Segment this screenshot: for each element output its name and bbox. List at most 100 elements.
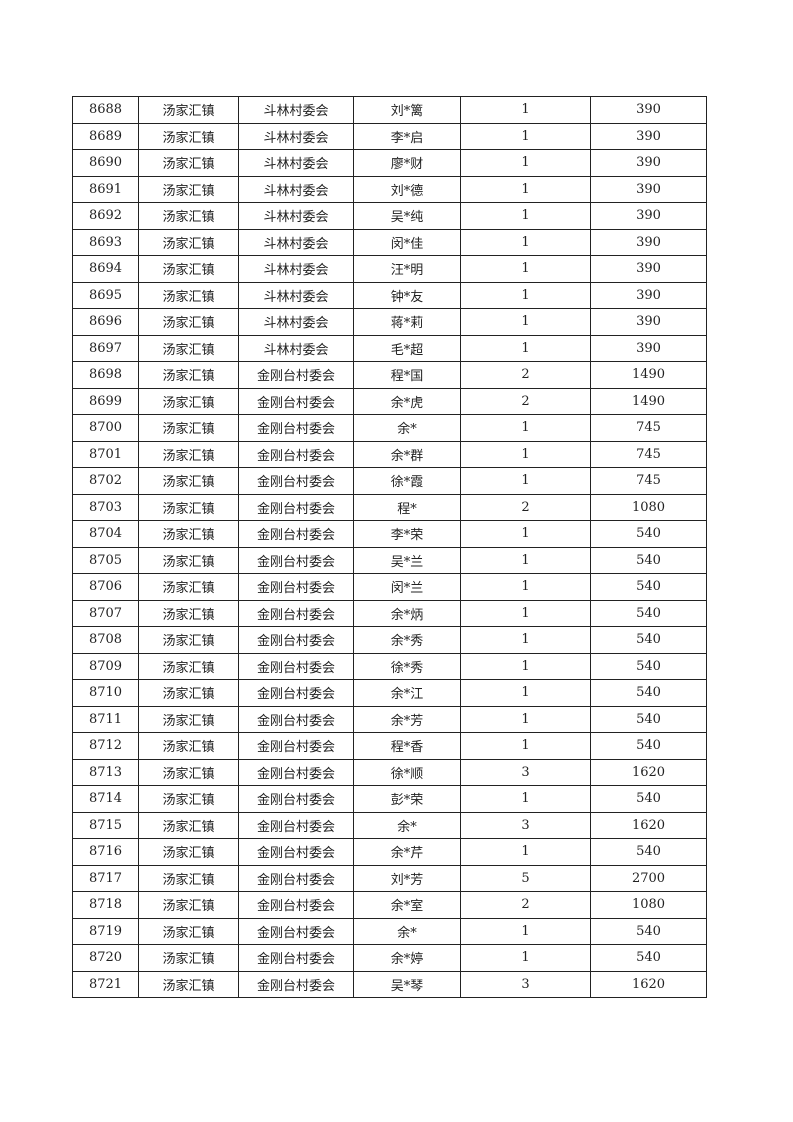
name-cell: 余* [353, 811, 461, 839]
village-cell: 金刚台村委会 [238, 573, 354, 601]
village-cell: 斗林村委会 [238, 96, 354, 124]
village-cell: 斗林村委会 [238, 149, 354, 177]
amount-cell: 390 [590, 122, 707, 150]
count-cell: 3 [460, 811, 591, 839]
amount-cell: 1490 [590, 361, 707, 389]
table-row: 8695 汤家汇镇 斗林村委会 钟*友 1 390 [72, 281, 707, 309]
amount-cell: 390 [590, 149, 707, 177]
serial-cell: 8691 [72, 175, 139, 203]
table-row: 8715 汤家汇镇 金刚台村委会 余* 3 1620 [72, 811, 707, 839]
name-cell: 余*室 [353, 891, 461, 919]
village-cell: 金刚台村委会 [238, 891, 354, 919]
serial-cell: 8696 [72, 308, 139, 336]
town-cell: 汤家汇镇 [138, 281, 239, 309]
serial-cell: 8698 [72, 361, 139, 389]
table-row: 8698 汤家汇镇 金刚台村委会 程*国 2 1490 [72, 361, 707, 389]
village-cell: 金刚台村委会 [238, 520, 354, 548]
amount-cell: 1620 [590, 970, 707, 998]
table-row: 8689 汤家汇镇 斗林村委会 李*启 1 390 [72, 122, 707, 150]
name-cell: 余*江 [353, 679, 461, 707]
name-cell: 汪*明 [353, 255, 461, 283]
amount-cell: 1620 [590, 758, 707, 786]
amount-cell: 390 [590, 175, 707, 203]
table-row: 8703 汤家汇镇 金刚台村委会 程* 2 1080 [72, 493, 707, 521]
name-cell: 余* [353, 414, 461, 442]
name-cell: 徐*霞 [353, 467, 461, 495]
name-cell: 刘*篱 [353, 96, 461, 124]
name-cell: 蒋*莉 [353, 308, 461, 336]
amount-cell: 745 [590, 414, 707, 442]
serial-cell: 8718 [72, 891, 139, 919]
table-row: 8716 汤家汇镇 金刚台村委会 余*芹 1 540 [72, 838, 707, 866]
serial-cell: 8708 [72, 626, 139, 654]
amount-cell: 390 [590, 255, 707, 283]
village-cell: 金刚台村委会 [238, 387, 354, 415]
town-cell: 汤家汇镇 [138, 149, 239, 177]
serial-cell: 8707 [72, 599, 139, 627]
village-cell: 金刚台村委会 [238, 917, 354, 945]
town-cell: 汤家汇镇 [138, 493, 239, 521]
village-cell: 斗林村委会 [238, 281, 354, 309]
count-cell: 1 [460, 202, 591, 230]
village-cell: 金刚台村委会 [238, 970, 354, 998]
table-row: 8714 汤家汇镇 金刚台村委会 彭*荣 1 540 [72, 785, 707, 813]
town-cell: 汤家汇镇 [138, 520, 239, 548]
name-cell: 程*国 [353, 361, 461, 389]
village-cell: 金刚台村委会 [238, 493, 354, 521]
village-cell: 金刚台村委会 [238, 758, 354, 786]
amount-cell: 540 [590, 546, 707, 574]
village-cell: 金刚台村委会 [238, 944, 354, 972]
name-cell: 刘*芳 [353, 864, 461, 892]
table-row: 8712 汤家汇镇 金刚台村委会 程*香 1 540 [72, 732, 707, 760]
table-row: 8694 汤家汇镇 斗林村委会 汪*明 1 390 [72, 255, 707, 283]
amount-cell: 540 [590, 838, 707, 866]
table-row: 8705 汤家汇镇 金刚台村委会 吴*兰 1 540 [72, 546, 707, 574]
name-cell: 廖*财 [353, 149, 461, 177]
name-cell: 余*炳 [353, 599, 461, 627]
amount-cell: 390 [590, 202, 707, 230]
village-cell: 金刚台村委会 [238, 440, 354, 468]
village-cell: 金刚台村委会 [238, 361, 354, 389]
village-cell: 斗林村委会 [238, 122, 354, 150]
serial-cell: 8692 [72, 202, 139, 230]
village-cell: 金刚台村委会 [238, 864, 354, 892]
name-cell: 李*荣 [353, 520, 461, 548]
serial-cell: 8715 [72, 811, 139, 839]
town-cell: 汤家汇镇 [138, 838, 239, 866]
table-row: 8700 汤家汇镇 金刚台村委会 余* 1 745 [72, 414, 707, 442]
table-row: 8718 汤家汇镇 金刚台村委会 余*室 2 1080 [72, 891, 707, 919]
count-cell: 1 [460, 440, 591, 468]
table-row: 8699 汤家汇镇 金刚台村委会 余*虎 2 1490 [72, 387, 707, 415]
table-row: 8719 汤家汇镇 金刚台村委会 余* 1 540 [72, 917, 707, 945]
town-cell: 汤家汇镇 [138, 96, 239, 124]
serial-cell: 8700 [72, 414, 139, 442]
village-cell: 金刚台村委会 [238, 414, 354, 442]
name-cell: 李*启 [353, 122, 461, 150]
name-cell: 程*香 [353, 732, 461, 760]
name-cell: 吴*兰 [353, 546, 461, 574]
town-cell: 汤家汇镇 [138, 202, 239, 230]
count-cell: 3 [460, 970, 591, 998]
table-row: 8711 汤家汇镇 金刚台村委会 余*芳 1 540 [72, 705, 707, 733]
serial-cell: 8711 [72, 705, 139, 733]
village-cell: 金刚台村委会 [238, 785, 354, 813]
amount-cell: 540 [590, 944, 707, 972]
name-cell: 闵*兰 [353, 573, 461, 601]
count-cell: 1 [460, 467, 591, 495]
serial-cell: 8697 [72, 334, 139, 362]
serial-cell: 8721 [72, 970, 139, 998]
table-row: 8704 汤家汇镇 金刚台村委会 李*荣 1 540 [72, 520, 707, 548]
amount-cell: 1620 [590, 811, 707, 839]
town-cell: 汤家汇镇 [138, 917, 239, 945]
name-cell: 刘*德 [353, 175, 461, 203]
town-cell: 汤家汇镇 [138, 758, 239, 786]
count-cell: 1 [460, 705, 591, 733]
table-row: 8707 汤家汇镇 金刚台村委会 余*炳 1 540 [72, 599, 707, 627]
name-cell: 吴*纯 [353, 202, 461, 230]
village-cell: 金刚台村委会 [238, 652, 354, 680]
count-cell: 1 [460, 149, 591, 177]
town-cell: 汤家汇镇 [138, 599, 239, 627]
amount-cell: 540 [590, 573, 707, 601]
village-cell: 斗林村委会 [238, 308, 354, 336]
amount-cell: 390 [590, 96, 707, 124]
